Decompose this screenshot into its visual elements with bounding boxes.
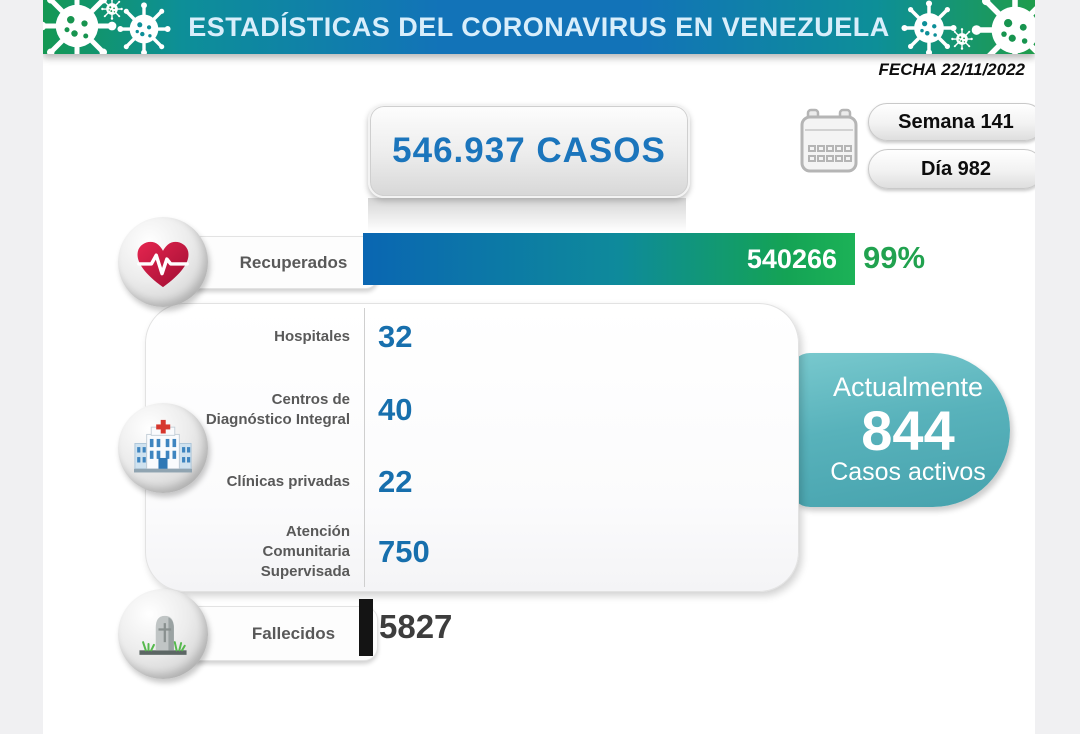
- recovered-percent: 99%: [863, 240, 926, 275]
- left-margin-strip: [0, 0, 43, 734]
- active-cases-value: 844: [861, 399, 955, 463]
- active-cases-subcaption: Casos activos: [830, 458, 986, 487]
- recovered-bar: 540266: [363, 233, 855, 285]
- facilities-panel: Hospitales 32 Centros de Diagnóstico Int…: [145, 303, 799, 592]
- table-row: Clínicas privadas 22: [146, 459, 798, 505]
- week-badge: Semana 141: [868, 103, 1044, 141]
- recovered-label: Recuperados: [239, 252, 348, 272]
- tombstone-icon: [139, 615, 187, 655]
- right-margin-strip: [1035, 0, 1080, 734]
- facility-value: 750: [378, 534, 430, 569]
- total-cases-box: 546.937 CASOS: [368, 104, 690, 198]
- deaths-value: 5827: [379, 608, 453, 645]
- panel-divider: [364, 308, 365, 587]
- table-row: Atención Comunitaria Supervisada 750: [146, 516, 798, 588]
- header-banner: ESTADÍSTICAS DEL CORONAVIRUS EN VENEZUEL…: [43, 0, 1035, 54]
- day-badge: Día 982: [868, 149, 1044, 189]
- calendar-icon: [800, 108, 858, 173]
- facility-label: Clínicas privadas: [226, 472, 350, 490]
- active-cases-caption: Actualmente: [832, 372, 984, 403]
- active-cases-bubble: Actualmente 844 Casos activos: [790, 353, 1010, 507]
- deaths-badge: [118, 589, 208, 679]
- table-row: Hospitales 32: [146, 316, 798, 358]
- deaths-label: Fallecidos: [251, 623, 336, 643]
- facility-label: Hospitales: [274, 327, 350, 345]
- report-date: FECHA 22/11/2022: [878, 60, 1025, 79]
- table-row: Centros de Diagnóstico Integral 40: [146, 376, 798, 444]
- recovered-badge: [118, 217, 208, 307]
- facility-value: 40: [378, 392, 413, 427]
- cases-box-reflection: [368, 198, 686, 232]
- page-title: ESTADÍSTICAS DEL CORONAVIRUS EN VENEZUEL…: [188, 11, 890, 42]
- total-cases-value: 546.937 CASOS: [392, 131, 666, 170]
- virus-icon: [951, 28, 973, 50]
- facilities-badge: [118, 403, 208, 493]
- facility-label: Atención Comunitaria Supervisada: [260, 522, 350, 581]
- recovered-value: 540266: [746, 243, 837, 274]
- virus-icon: [971, 0, 1035, 54]
- facility-value: 32: [378, 319, 413, 354]
- virus-icon: [901, 0, 957, 54]
- facility-value: 22: [378, 464, 413, 499]
- facility-label: Centros de Diagnóstico Integral: [205, 390, 350, 428]
- hospital-icon: [134, 419, 192, 473]
- virus-icon: [101, 0, 123, 20]
- heart-ecg-icon: [137, 241, 189, 288]
- deaths-bar: [359, 599, 373, 656]
- virus-icon: [117, 2, 171, 54]
